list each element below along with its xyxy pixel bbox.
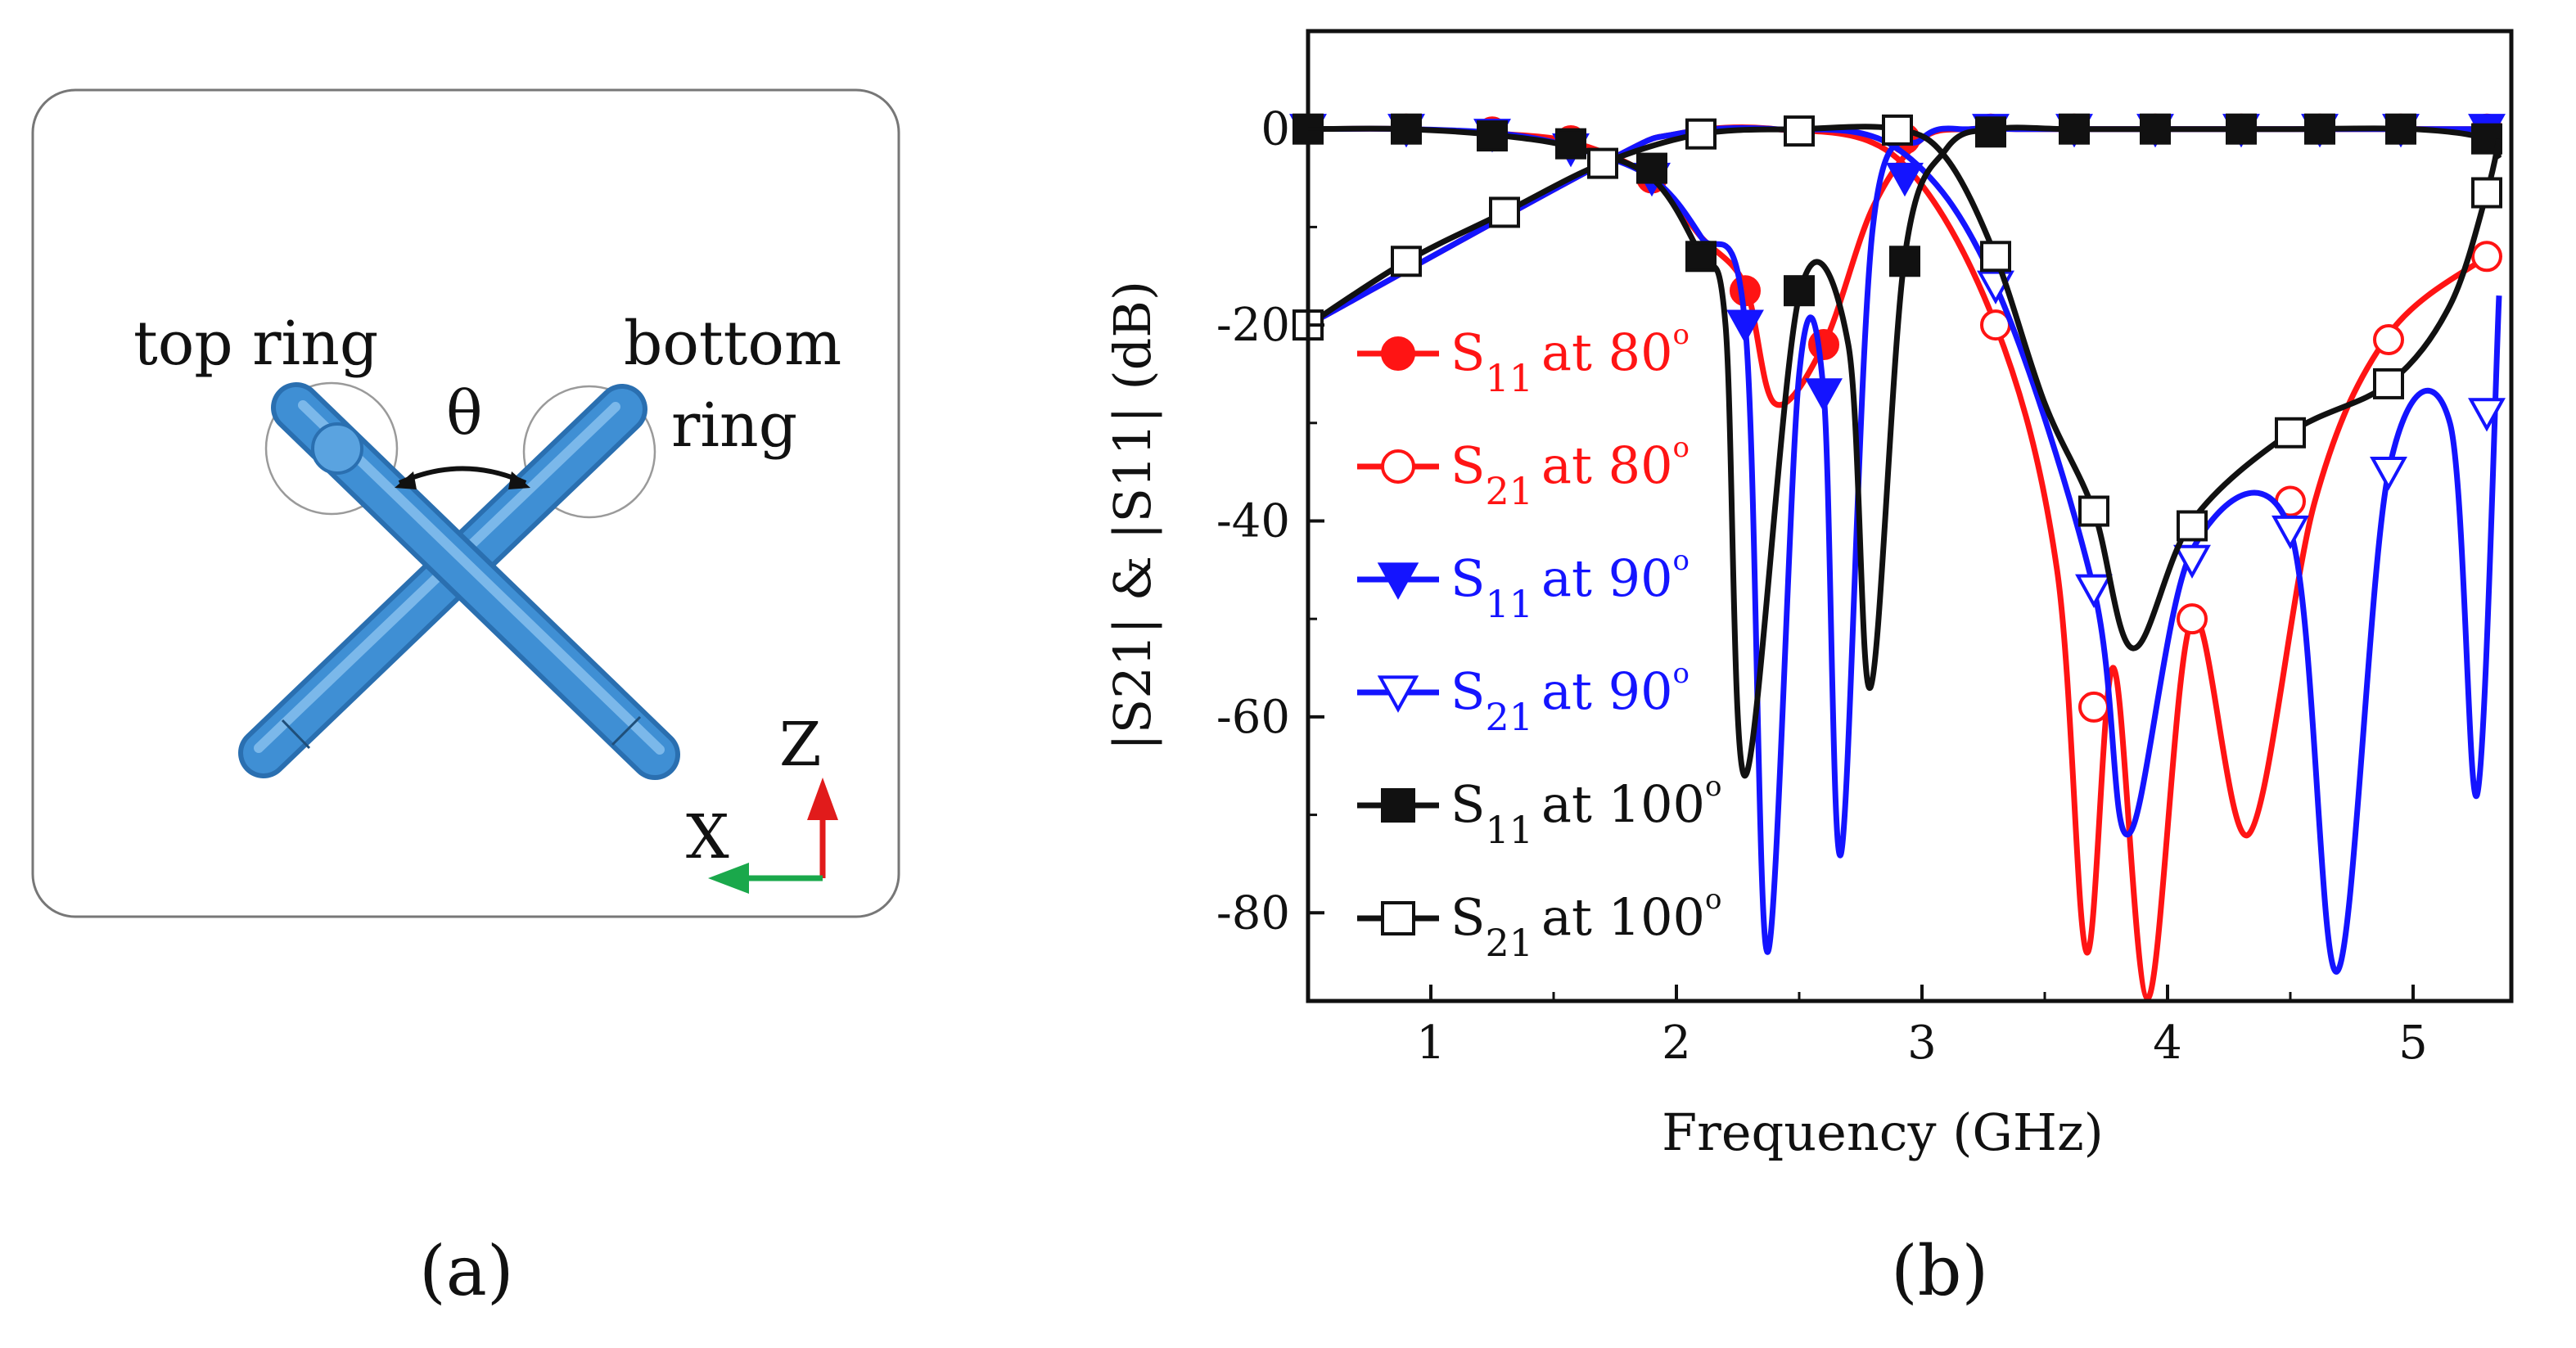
data-point [2304,113,2335,145]
legend-marker [1377,562,1419,600]
data-point [2173,544,2211,579]
x-tick-label: 5 [2398,1017,2428,1070]
y-tick-label: -20 [1216,299,1290,352]
angle-label: θ [446,378,483,449]
y-tick-label: 0 [1261,103,1290,156]
data-point [1975,116,2006,148]
legend-entry: S11 at 80o [1357,318,1690,400]
rod-top-ring-highlight [298,400,665,755]
legend-entry: S11 at 100o [1357,770,1721,852]
rod-segment-mark [611,715,642,746]
bottom-ring-label-line2: ring [671,390,797,461]
legend-label: S21 at 100o [1450,883,1721,965]
series-11-100 [1293,113,2502,779]
data-point [2177,510,2208,542]
data-point [1882,114,1913,146]
x-axis-label: X [686,802,729,872]
y-axis-title: |S21| & |S11| (dB) [1103,281,1162,751]
data-point [2140,113,2171,145]
legend-label: S21 at 80o [1450,431,1690,513]
data-point [1784,275,1815,307]
data-point [1808,329,1839,361]
bottom-ring-outline [522,385,656,519]
data-point [2177,603,2208,635]
data-point [2370,457,2407,491]
legend-marker [1381,901,1415,935]
y-tick-label: -60 [1216,691,1290,744]
top-ring-end-cap [311,422,363,475]
legend-entry: S11 at 90o [1357,544,1690,626]
angle-arrowhead-left [395,471,417,489]
bottom-ring-label-line1: bottom [624,309,841,379]
x-tick-label: 3 [1907,1017,1937,1070]
data-point [2471,177,2502,209]
panel-a: θ top ring bottom ring Z X (a) [31,88,900,1311]
x-axis-title: Frequency (GHz) [1662,1102,2104,1162]
chart-legend: S11 at 80o S21 at 80o S11 at 90o S21 at 90o S11 a… [1357,318,1721,965]
data-point [2471,123,2502,155]
data-point [1391,113,1422,145]
panel-b-label: (b) [1891,1231,1988,1311]
legend-marker [1377,675,1419,713]
data-point [1685,118,1717,150]
legend-marker [1381,788,1415,823]
data-point [2468,398,2506,432]
legend-label: S11 at 100o [1450,770,1721,852]
data-point [1980,241,2011,273]
data-point [2373,324,2404,356]
panel-a-frame [31,88,900,918]
data-point [1477,120,1508,152]
x-tick-label: 1 [1416,1017,1446,1070]
data-point [1784,115,1815,147]
data-point [1391,246,1422,277]
data-point [1889,246,1920,277]
legend-label: S11 at 90o [1450,544,1690,626]
data-point [2059,113,2090,145]
legend-marker [1381,336,1415,371]
data-point [2385,113,2416,145]
rod-segment-mark [281,719,311,750]
chart-series-layer [1289,113,2506,1002]
data-point [2373,367,2404,399]
legend-label: S11 at 80o [1450,318,1690,400]
top-ring-label: top ring [133,309,378,379]
data-point [2075,574,2113,608]
top-ring-outline [264,381,399,516]
x-tick-label: 4 [2153,1017,2182,1070]
data-point [2271,515,2309,550]
data-point [2471,241,2502,273]
y-tick-label: -80 [1216,886,1290,940]
data-point [1886,162,1924,197]
x-tick-label: 2 [1662,1017,1691,1070]
panel-a-label: (a) [419,1231,514,1311]
legend-entry: S21 at 90o [1357,657,1690,739]
data-point [1587,147,1618,179]
data-point [1555,128,1586,160]
series-21-100 [1293,114,2502,651]
data-point [2226,113,2257,145]
data-point [2078,691,2109,723]
data-point [1726,309,1764,344]
legend-marker [1381,449,1415,484]
y-tick-label: -40 [1216,494,1290,548]
data-point [1685,241,1717,273]
x-axis-arrowhead [708,863,749,894]
z-axis-label: Z [779,710,821,780]
data-point [1805,378,1843,413]
plot-frame [1306,29,2514,1003]
legend-entry: S21 at 80o [1357,431,1690,513]
data-point [1636,152,1667,184]
data-point [2275,417,2306,449]
data-point [1489,196,1520,228]
chart-axes-layer: 1 2 3 4 5 0 -20 -40 -60 -80 [1216,29,2428,1070]
angle-arrowhead-right [508,471,530,489]
legend-entry: S21 at 100o [1357,883,1721,965]
z-axis-arrowhead [807,778,838,820]
legend-label: S21 at 90o [1450,657,1690,739]
data-point [2078,495,2109,527]
